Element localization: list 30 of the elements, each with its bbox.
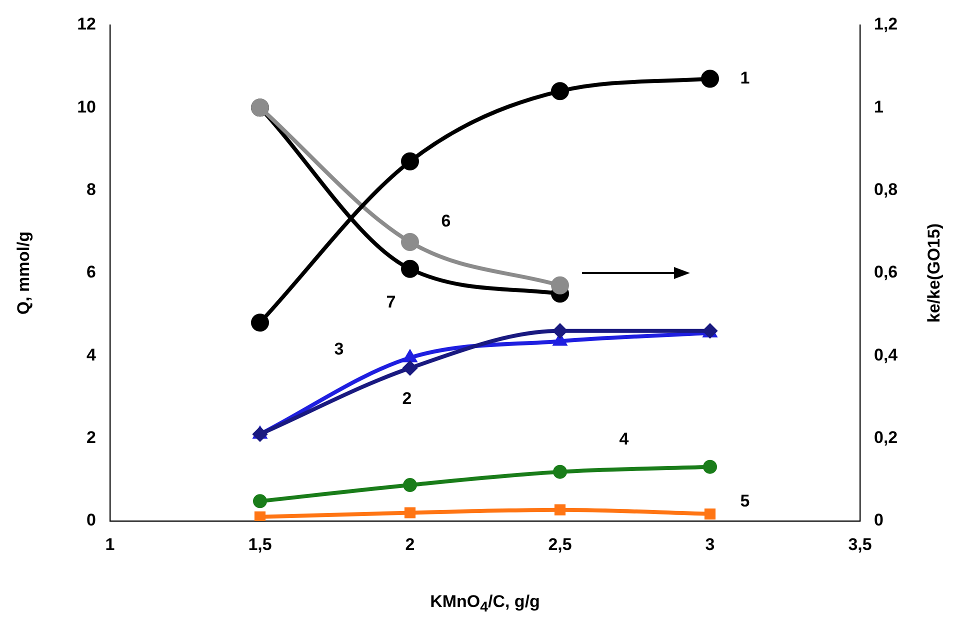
y2-tick-label: 0 (874, 510, 884, 530)
y-tick-label: 6 (86, 262, 96, 282)
series-label: 3 (334, 339, 344, 358)
y2-tick-label: 0,2 (874, 428, 898, 448)
y2-axis-title: ke/ke(GO15) (924, 223, 944, 323)
y2-tick-label: 1 (874, 97, 884, 116)
y-tick-label: 0 (86, 510, 96, 530)
x-tick-label: 3,5 (848, 534, 872, 554)
x-tick-label: 1 (105, 534, 115, 554)
y-axis-title: Q, mmol/g (14, 231, 33, 315)
y-tick-label: 8 (86, 180, 96, 200)
x-axis-title: KMnO$_{4}$/C, g/g (429, 592, 541, 616)
y-tick-label: 10 (77, 97, 96, 116)
x-tick-label: 3 (705, 534, 715, 554)
y-tick-label: 12 (77, 14, 96, 34)
series-label: 5 (740, 492, 750, 511)
series-label: 1 (740, 68, 750, 88)
y2-tick-label: 0,6 (874, 262, 898, 282)
series-label: 2 (402, 388, 412, 408)
y2-tick-label: 1,2 (874, 14, 898, 34)
y-tick-label: 2 (86, 428, 96, 448)
series-label: 6 (441, 212, 451, 231)
y2-tick-label: 0,4 (874, 345, 898, 364)
x-tick-label: 2 (405, 534, 415, 554)
x-tick-label: 2,5 (548, 534, 572, 554)
y2-tick-label: 0,8 (874, 180, 898, 200)
series-label: 7 (386, 292, 396, 312)
x-tick-label: 1,5 (248, 534, 272, 554)
y-tick-label: 4 (86, 345, 97, 364)
series-label: 4 (619, 430, 630, 448)
